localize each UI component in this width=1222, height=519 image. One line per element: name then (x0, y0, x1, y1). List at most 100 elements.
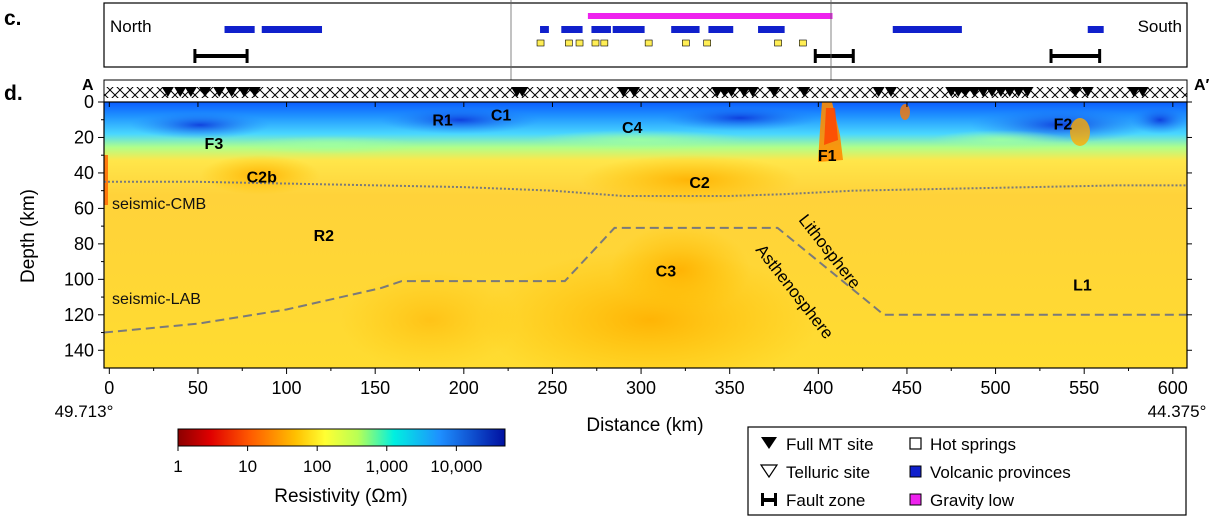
y-tick-label: 100 (64, 269, 94, 289)
full-mt-site-marker (798, 87, 811, 97)
volcanic-province-bar (261, 26, 323, 33)
annotation-label: L1 (1073, 278, 1092, 295)
x-tick-label: 550 (1069, 378, 1099, 398)
plot-frame (103, 101, 1188, 369)
fault-zone-icon (761, 493, 777, 506)
y-tick-label: 0 (84, 92, 94, 112)
annotation-label: C1 (491, 107, 512, 124)
x-tick-label: 450 (892, 378, 922, 398)
full-mt-site-marker (1069, 87, 1082, 97)
full-mt-site-marker (627, 87, 640, 97)
profile-start-label: A (82, 77, 94, 94)
hot-springs-icon (909, 437, 922, 450)
full-mt-site-marker (248, 87, 261, 97)
full-mt-site-marker (725, 87, 738, 97)
full-mt-site-marker (238, 87, 251, 97)
annotation-label: C2b (247, 169, 277, 186)
telluric-site-icon (759, 464, 779, 479)
hot-spring-marker (644, 39, 653, 47)
volcanic-province-bar (708, 26, 734, 33)
panel-c-north: North (110, 17, 152, 36)
full-mt-site-marker (977, 87, 990, 97)
x-tick-label: 350 (715, 378, 745, 398)
colorbar-ticks: 1 10 100 1,000 10,000 (173, 446, 482, 476)
y-tick-label: 40 (74, 163, 94, 183)
x-tick-label: 50 (188, 378, 208, 398)
full-mt-sites (161, 87, 1149, 97)
resistivity-model (104, 102, 1187, 368)
x-tick-label: 100 (272, 378, 302, 398)
annotation-label: C3 (656, 263, 677, 280)
x-tick-label: 200 (449, 378, 479, 398)
gravity-low-bar (587, 13, 833, 19)
volcanic-province-bar (892, 26, 962, 33)
x-tick-label: 250 (537, 378, 567, 398)
fault-zone-cap (851, 49, 855, 63)
full-mt-site-marker (968, 87, 981, 97)
hot-spring-marker (799, 39, 807, 47)
full-mt-site-marker (737, 87, 750, 97)
full-mt-site-marker (768, 87, 781, 97)
full-mt-site-marker (225, 87, 238, 97)
panel-c-markers (193, 13, 1104, 63)
annotation-label: C4 (622, 120, 643, 137)
full-mt-site-marker (1003, 87, 1016, 97)
full-mt-site-marker (1021, 87, 1034, 97)
end-latitude: 44.375° (1148, 402, 1207, 421)
hot-spring-marker (703, 39, 711, 47)
volcanic-province-bar (561, 26, 583, 33)
full-mt-site-marker (884, 87, 897, 97)
fault-zone-cap (813, 49, 817, 63)
hot-spring-marker (774, 39, 782, 47)
fault-zone-cap (245, 49, 249, 63)
legend-frame (747, 426, 1187, 516)
annotation-label: F3 (205, 136, 224, 153)
full-mt-site-marker (213, 87, 226, 97)
volcanic-province-bar (540, 26, 549, 33)
full-mt-site-marker (174, 87, 187, 97)
full-mt-site-marker (959, 87, 972, 97)
full-mt-site-marker (872, 87, 885, 97)
colorbar (177, 428, 506, 447)
fault-zone-bar (194, 54, 248, 58)
x-tick-label: 0 (104, 378, 114, 398)
colorbar-tick-label: 10,000 (430, 457, 482, 476)
hot-spring-marker (591, 39, 600, 47)
panel-c-frame (103, 2, 1188, 68)
legend-volcanic: Volcanic provinces (930, 463, 1071, 482)
hot-spring-marker (575, 39, 584, 47)
boundary-lines (103, 180, 1187, 334)
y-tick-label: 120 (64, 305, 94, 325)
colorbar-tick-label: 10 (238, 457, 257, 476)
fault-zone-bar (1050, 54, 1101, 58)
colorbar-title: Resistivity (Ωm) (274, 486, 407, 507)
seismic-cmb-label: seismic-CMB (112, 196, 206, 213)
full-mt-site-marker (746, 87, 759, 97)
legend-hot-springs: Hot springs (930, 435, 1016, 454)
y-tick-label: 20 (74, 127, 94, 147)
hot-spring-marker (565, 39, 573, 47)
fault-zone-cap (1098, 49, 1102, 63)
x-tick-label: 400 (803, 378, 833, 398)
legend-full-mt: Full MT site (786, 435, 874, 454)
telluric-sites (104, 87, 1187, 98)
colorbar-tick-label: 1,000 (365, 457, 408, 476)
x-tick-label: 600 (1158, 378, 1188, 398)
hot-spring-marker (536, 39, 545, 47)
annotation-label: R1 (432, 113, 453, 130)
full-mt-site-icon (761, 437, 777, 449)
axes: 0 50 100 150 200 250 300 350 400 450 500 550 600 0 20 4… (64, 92, 1192, 398)
x-tick-label: 500 (981, 378, 1011, 398)
annotation-label: R2 (314, 228, 335, 245)
gravity-low-icon (909, 493, 922, 506)
x-axis-title: Distance (km) (586, 415, 703, 436)
full-mt-site-marker (994, 87, 1007, 97)
colorbar-tick-label: 100 (303, 457, 331, 476)
y-tick-label: 140 (64, 340, 94, 360)
hot-spring-marker (600, 39, 609, 47)
volcanic-province-bar (671, 26, 700, 33)
fault-zone-bar (814, 54, 854, 58)
annotation-label: F1 (818, 148, 837, 165)
full-mt-site-marker (986, 87, 999, 97)
